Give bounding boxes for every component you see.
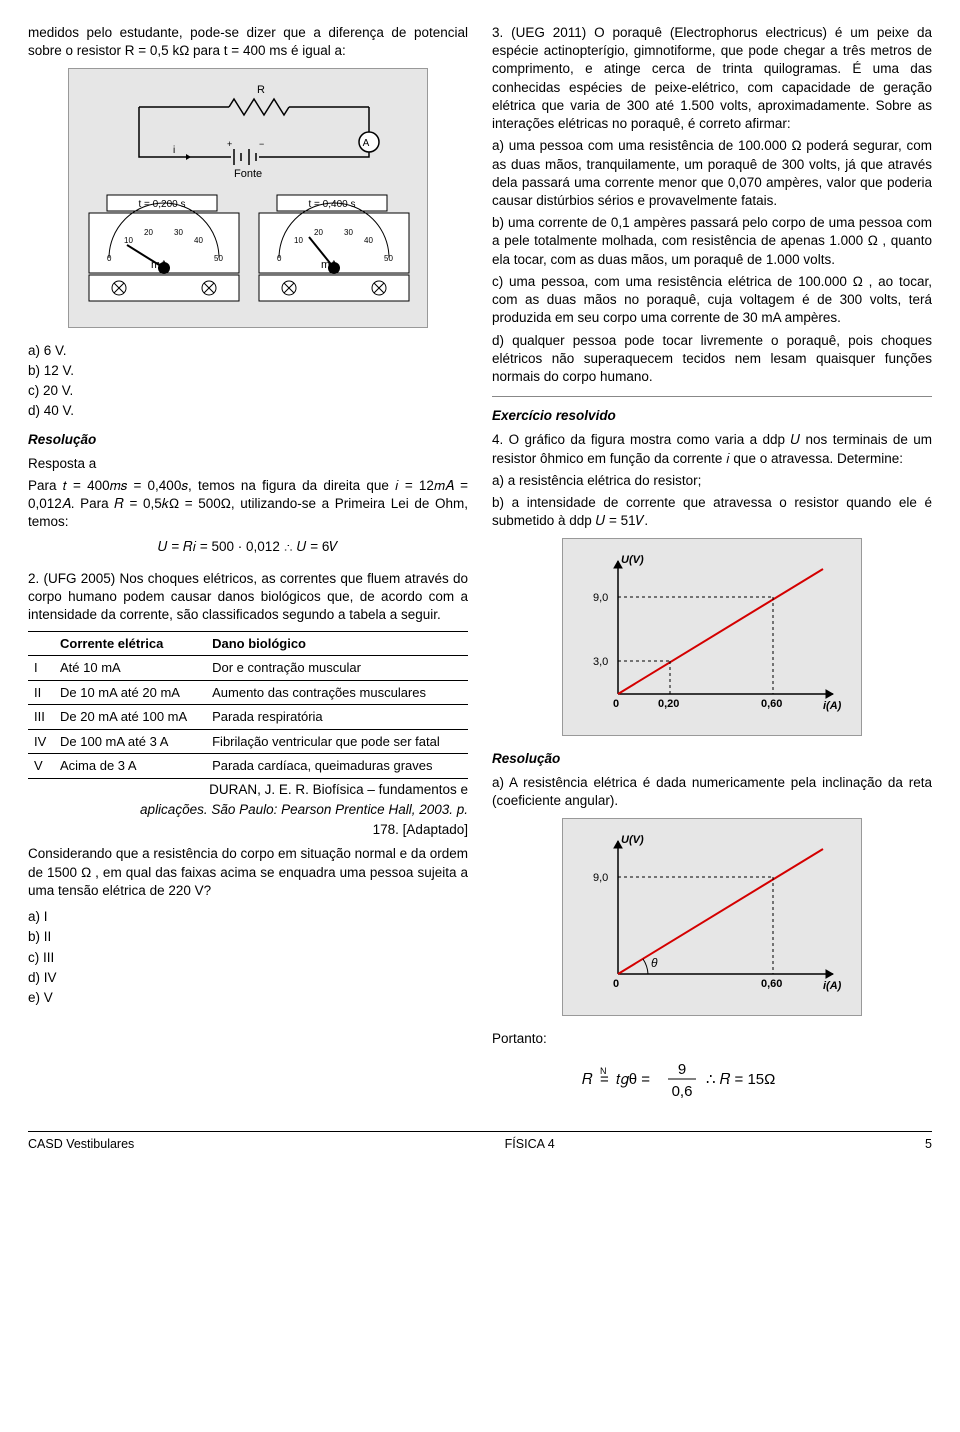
right-column: 3. (UEG 2011) O poraquê (Electrophorus e… [492,24,932,1111]
svg-text:R: R [257,84,265,96]
svg-text:U(V): U(V) [621,554,644,566]
svg-text:0,60: 0,60 [761,698,782,710]
svg-text:+: + [227,139,232,149]
svg-text:Fonte: Fonte [234,168,262,180]
svg-text:∴ 𝑅 = 15Ω: ∴ 𝑅 = 15Ω [706,1071,775,1088]
svg-text:0: 0 [107,254,112,263]
svg-text:−: − [259,139,264,149]
chart-2: U(V) i(A) θ 9,0 0 0,60 [562,818,862,1015]
svg-text:9,0: 9,0 [593,872,608,884]
svg-text:𝑡𝑔θ =: 𝑡𝑔θ = [616,1071,650,1088]
page-footer: CASD Vestibulares FÍSICA 4 5 [28,1131,932,1153]
resolucao-heading: Resolução [28,431,468,449]
svg-text:i(A): i(A) [823,700,842,712]
svg-text:=: = [600,1071,609,1088]
th-current: Corrente elétrica [54,631,206,656]
ex4-b: b) a intensidade de corrente que atraves… [492,494,932,530]
damage-table: Corrente elétrica Dano biológico IAté 10… [28,631,468,779]
res2-text: a) A resistência elétrica é dada numeric… [492,774,932,810]
th-damage: Dano biológico [206,631,468,656]
citation-line3: 178. [Adaptado] [28,821,468,839]
svg-text:10: 10 [294,236,303,245]
page: medidos pelo estudante, pode-se dizer qu… [0,0,960,1163]
svg-text:20: 20 [314,228,323,237]
svg-text:30: 30 [344,228,353,237]
q3-b: b) uma corrente de 0,1 ampères passará p… [492,214,932,269]
opt-c: c) 20 V. [28,382,468,400]
svg-text:9: 9 [678,1061,686,1078]
chart-1: U(V) i(A) 9,0 3,0 0 [562,538,862,735]
q1-intro: medidos pelo estudante, pode-se dizer qu… [28,24,468,60]
q2-text: 2. (UFG 2005) Nos choques elétricos, as … [28,570,468,625]
svg-text:i: i [173,145,175,156]
svg-text:40: 40 [364,236,373,245]
svg-text:50: 50 [384,254,393,263]
final-formula: 𝑅 N = 𝑡𝑔θ = 9 0,6 ∴ 𝑅 = 15Ω [492,1054,932,1107]
svg-text:0: 0 [277,254,282,263]
res-explain: Para 𝑡 = 400𝑚𝑠 = 0,400𝑠, temos na figura… [28,477,468,532]
svg-text:3,0: 3,0 [593,656,608,668]
q1-options: a) 6 V. b) 12 V. c) 20 V. d) 40 V. [28,342,468,421]
svg-text:i(A): i(A) [823,980,842,992]
circuit-diagram: R A i + − Fonte t = 0,200 s [68,68,428,327]
svg-text:20: 20 [144,228,153,237]
svg-text:A: A [363,138,370,149]
opt-a: a) 6 V. [28,342,468,360]
svg-text:40: 40 [194,236,203,245]
resolucao2-heading: Resolução [492,750,932,768]
svg-text:𝑅: 𝑅 [582,1071,593,1088]
svg-text:50: 50 [214,254,223,263]
ex4-a: a) a resistência elétrica do resistor; [492,472,932,490]
q3-a: a) uma pessoa com uma resistência de 100… [492,137,932,210]
svg-text:30: 30 [174,228,183,237]
svg-text:9,0: 9,0 [593,592,608,604]
q3-d: d) qualquer pessoa pode tocar livremente… [492,332,932,387]
res-formula: 𝑈 = 𝑅𝑖 = 500 · 0,012 ∴ 𝑈 = 6𝑉 [28,538,468,556]
q3-c: c) uma pessoa, com uma resistência elétr… [492,273,932,328]
exercise-heading: Exercício resolvido [492,407,932,425]
left-column: medidos pelo estudante, pode-se dizer qu… [28,24,468,1111]
svg-text:θ: θ [651,956,658,970]
q2-after: Considerando que a resistência do corpo … [28,845,468,900]
svg-text:0: 0 [613,978,619,990]
footer-left: CASD Vestibulares [28,1136,134,1153]
svg-text:10: 10 [124,236,133,245]
citation-line2: aplicações. São Paulo: Pearson Prentice … [28,801,468,819]
svg-text:0: 0 [613,698,619,710]
ex4-text: 4. O gráfico da figura mostra como varia… [492,431,932,467]
res-ans: Resposta a [28,455,468,473]
opt-d: d) 40 V. [28,402,468,420]
footer-center: FÍSICA 4 [505,1136,555,1153]
svg-text:U(V): U(V) [621,834,644,846]
opt-b: b) 12 V. [28,362,468,380]
portanto: Portanto: [492,1030,932,1048]
footer-right: 5 [925,1136,932,1153]
citation-line1: DURAN, J. E. R. Biofísica – fundamentos … [28,781,468,799]
q3-text: 3. (UEG 2011) O poraquê (Electrophorus e… [492,24,932,133]
svg-text:0,6: 0,6 [672,1083,693,1100]
svg-text:0,20: 0,20 [658,698,679,710]
q2-options: a) I b) II c) III d) IV e) V [28,908,468,1007]
svg-text:0,60: 0,60 [761,978,782,990]
